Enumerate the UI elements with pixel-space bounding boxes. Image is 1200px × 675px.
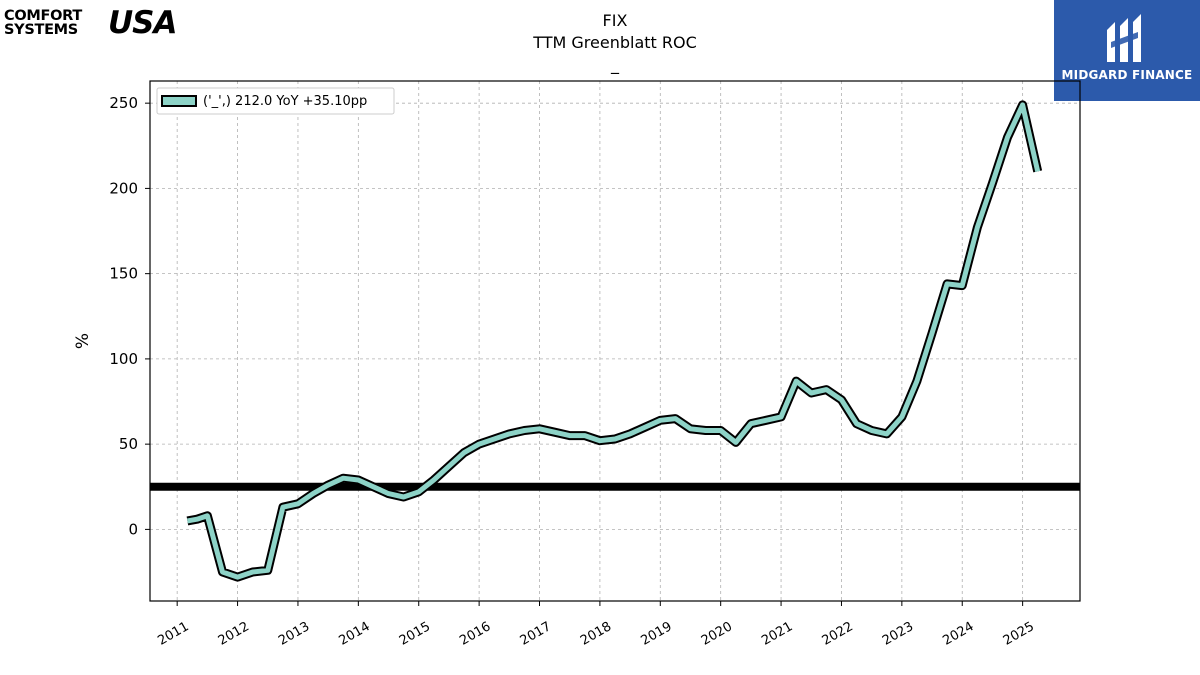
y-tick-label: 0 — [128, 520, 138, 538]
logo-word-comfort: COMFORT — [4, 8, 82, 24]
x-tick-label: 2018 — [578, 619, 614, 649]
y-tick-label: 200 — [109, 179, 138, 197]
x-tick-label: 2022 — [820, 619, 856, 649]
midgard-finance-logo: MIDGARD FINANCE — [1054, 0, 1200, 101]
logo-word-systems: SYSTEMS — [4, 22, 78, 38]
legend: ('_',) 212.0 YoY +35.10pp — [156, 87, 395, 115]
y-tick-label: 150 — [109, 265, 138, 283]
series-line-outline — [186, 100, 1043, 582]
x-tick-label: 2011 — [155, 619, 191, 649]
x-tick-label: 2019 — [638, 619, 674, 649]
y-axis-label: % — [73, 333, 93, 349]
x-tick-label: 2013 — [276, 619, 312, 649]
midgard-brand-name: MIDGARD FINANCE — [1061, 68, 1193, 82]
y-axis-ticks: 0 50 100 150 200 250 — [109, 94, 150, 538]
y-tick-label: 100 — [109, 350, 138, 368]
series-group — [186, 100, 1043, 582]
comfort-systems-logo: COMFORT SYSTEMS USA — [4, 6, 194, 40]
y-tick-label: 250 — [109, 94, 138, 112]
x-axis-ticks: 2011 2012 2013 2014 2015 2016 2017 2018 2019 2020… — [155, 601, 1037, 649]
legend-label: ('_',) 212.0 YoY +35.10pp — [203, 94, 367, 109]
chart-title: FIX — [602, 11, 628, 30]
chart-subtitle-2: _ — [611, 55, 619, 74]
x-tick-label: 2016 — [457, 619, 493, 649]
logo-word-usa: USA — [108, 5, 177, 41]
midgard-mark-icon — [1107, 14, 1141, 62]
legend-swatch — [161, 95, 197, 107]
x-tick-label: 2012 — [216, 619, 252, 649]
x-tick-label: 2025 — [1001, 619, 1037, 649]
x-tick-label: 2015 — [397, 619, 433, 649]
x-tick-label: 2024 — [940, 619, 976, 649]
x-tick-label: 2020 — [699, 619, 735, 649]
x-tick-label: 2014 — [337, 619, 373, 649]
y-tick-label: 50 — [119, 435, 138, 453]
x-tick-label: 2021 — [759, 619, 795, 649]
legend-box — [156, 87, 395, 115]
x-tick-label: 2017 — [518, 619, 554, 649]
chart-title-block: FIX TTM Greenblatt ROC _ — [415, 10, 815, 76]
grid-lines — [150, 81, 1080, 601]
series-line — [186, 102, 1041, 580]
plot-frame — [149, 80, 1081, 602]
chart-subtitle: TTM Greenblatt ROC — [533, 33, 697, 52]
x-tick-label: 2023 — [880, 619, 916, 649]
